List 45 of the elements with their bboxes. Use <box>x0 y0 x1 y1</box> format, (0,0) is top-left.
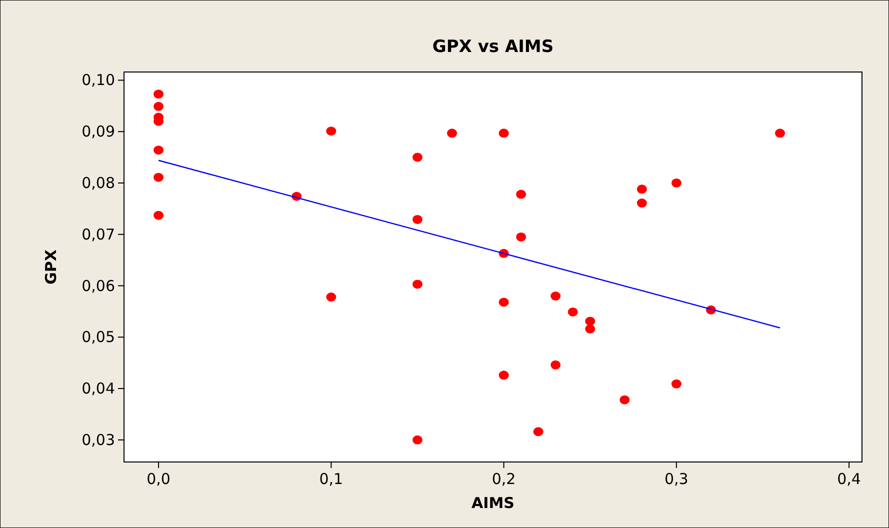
point <box>412 152 422 162</box>
y-axis-title: GPX <box>42 249 60 284</box>
point <box>154 90 164 99</box>
point <box>568 307 578 316</box>
point <box>498 370 509 380</box>
point <box>550 360 561 370</box>
y-tick-label: 0,09 <box>82 122 115 141</box>
point <box>671 379 682 388</box>
chart-title: GPX vs AIMS <box>432 37 554 57</box>
x-axis-title: AIMS <box>472 494 514 512</box>
y-tick-label: 0,06 <box>82 276 115 295</box>
y-tick-label: 0,10 <box>82 71 115 90</box>
point <box>636 198 647 208</box>
x-tick-label: 0,3 <box>664 470 688 488</box>
point <box>620 395 630 404</box>
point <box>326 292 336 302</box>
point <box>775 128 785 138</box>
point <box>498 298 509 307</box>
y-tick-label: 0,05 <box>82 328 115 346</box>
x-tick-label: 0,1 <box>319 470 344 488</box>
point <box>326 126 336 136</box>
point <box>154 102 164 111</box>
point <box>671 178 682 188</box>
point <box>154 146 164 155</box>
point <box>550 292 561 301</box>
point <box>585 324 596 334</box>
y-tick-label: 0,08 <box>82 174 115 192</box>
point <box>154 210 164 220</box>
point <box>533 427 544 436</box>
point <box>412 435 422 444</box>
point <box>516 190 526 199</box>
point <box>412 280 422 289</box>
x-tick-label: 0,4 <box>837 470 861 488</box>
point <box>412 214 422 224</box>
point <box>498 128 509 138</box>
y-tick-label: 0,03 <box>82 430 115 449</box>
point <box>154 172 164 182</box>
point <box>585 316 596 326</box>
point <box>636 184 647 194</box>
y-tick-label: 0,07 <box>82 225 115 244</box>
y-tick-label: 0,04 <box>82 380 115 398</box>
point <box>516 232 526 242</box>
x-tick-label: 0,0 <box>146 470 170 488</box>
x-tick-label: 0,2 <box>492 470 516 488</box>
point <box>447 128 457 138</box>
